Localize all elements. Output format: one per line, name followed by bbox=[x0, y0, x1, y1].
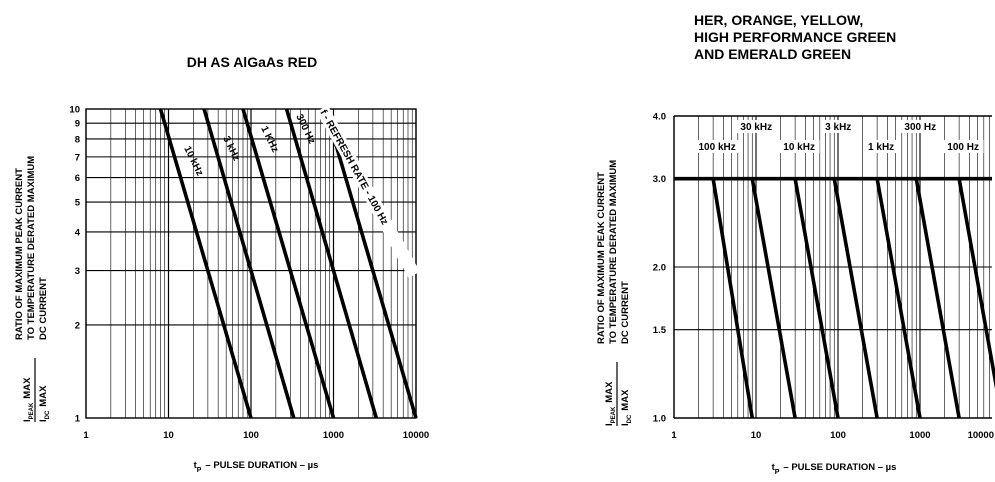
right-curve-label-bg bbox=[863, 140, 899, 153]
right-curve-labels: 100 kHz 30 kHz 10 kHz 3 kHz 1 kHz 300 Hz 100 H… bbox=[693, 120, 984, 153]
left-y-tick-label: 9 bbox=[75, 119, 80, 130]
left-x-ticks: 1 10 100 1000 10000 bbox=[83, 430, 429, 441]
right-curve-label-text: 1 kHz bbox=[868, 142, 894, 153]
left-x-axis-label: tP – PULSE DURATION – µs bbox=[194, 460, 319, 474]
right-x-tick-label: 10 bbox=[751, 430, 762, 441]
right-grid bbox=[673, 115, 992, 419]
left-series-line-0 bbox=[158, 108, 253, 419]
right-x-tick-label: 1000 bbox=[909, 430, 930, 441]
left-y-ticks: 1 2 3 4 5 6 7 8 9 10 bbox=[69, 105, 80, 425]
right-curve-label-0: 100 kHz bbox=[693, 140, 741, 153]
right-curve-label-text: 100 Hz bbox=[947, 142, 979, 153]
left-y-tick-label: 6 bbox=[75, 173, 80, 184]
right-curve-label-text: 100 kHz bbox=[698, 142, 735, 153]
left-y-text-line-1: RATIO OF MAXIMUM PEAK CURRENT bbox=[14, 168, 25, 340]
right-series-line-4 bbox=[875, 178, 922, 419]
right-series-line-2 bbox=[793, 178, 840, 419]
right-curve-label-2: 10 kHz bbox=[778, 140, 820, 153]
right-y-text-line-3: DC CURRENT bbox=[620, 281, 631, 344]
right-chart-title-line-3: AND EMERALD GREEN bbox=[694, 46, 851, 62]
left-x-tick-label: 10000 bbox=[403, 430, 429, 441]
left-y-tick-label: 5 bbox=[75, 198, 81, 209]
left-y-text-line-3: DC CURRENT bbox=[38, 277, 49, 340]
left-curves bbox=[158, 108, 418, 419]
curve-label-refresh-bg bbox=[316, 105, 420, 278]
left-y-tick-label: 4 bbox=[75, 227, 81, 238]
right-y-text-line-1: RATIO OF MAXIMUM PEAK CURRENT bbox=[596, 172, 607, 344]
right-x-axis-label: tP – PULSE DURATION – µs bbox=[772, 462, 897, 476]
left-y-tick-label: 8 bbox=[75, 134, 80, 145]
right-curve-label-text: 10 kHz bbox=[783, 142, 815, 153]
right-chart-title-line-2: HIGH PERFORMANCE GREEN bbox=[694, 29, 896, 45]
right-curve-label-bg bbox=[778, 140, 820, 153]
right-curve-label-bg bbox=[735, 120, 777, 133]
right-curve-label-bg bbox=[693, 140, 741, 153]
right-curve-label-3: 3 kHz bbox=[820, 120, 856, 133]
left-grid bbox=[85, 108, 417, 419]
right-series-line-0 bbox=[711, 178, 755, 419]
left-x-tick-label: 100 bbox=[243, 430, 259, 441]
right-y-frac-bottom: IDCMAX bbox=[620, 389, 633, 426]
right-series-line-1 bbox=[750, 178, 797, 419]
right-curve-label-6: 100 Hz bbox=[942, 140, 984, 153]
right-plot-frame bbox=[673, 115, 992, 419]
right-curve-label-bg bbox=[899, 120, 941, 133]
right-curve-label-text: 300 Hz bbox=[904, 122, 936, 133]
right-curve-label-text: 30 kHz bbox=[740, 122, 772, 133]
left-x-tick-label: 1000 bbox=[323, 430, 344, 441]
right-y-tick-label: 1.0 bbox=[653, 414, 666, 425]
left-y-axis-label: IPEAKMAX IDCMAX RATIO OF MAXIMUM PEAK CU… bbox=[14, 156, 51, 422]
right-y-tick-label: 1.5 bbox=[653, 325, 667, 336]
left-x-tick-label: 1 bbox=[83, 430, 89, 441]
left-y-text-line-2: TO TEMPERATURE DERATED MAXIMUM bbox=[26, 156, 37, 340]
right-x-tick-label: 10000 bbox=[968, 430, 994, 441]
right-curve-label-text: 3 kHz bbox=[825, 122, 851, 133]
left-series-line-3 bbox=[284, 108, 379, 419]
left-series-line-4 bbox=[323, 108, 418, 419]
right-y-ticks: 1.0 1.5 2.0 3.0 4.0 bbox=[653, 112, 667, 425]
right-series-line-3 bbox=[832, 178, 879, 419]
right-y-frac-top: IPEAKMAX bbox=[604, 381, 617, 426]
left-plot-frame bbox=[85, 108, 417, 419]
left-series-line-2 bbox=[241, 108, 336, 419]
left-series-line-1 bbox=[202, 108, 296, 419]
left-y-tick-label: 10 bbox=[69, 105, 80, 116]
right-y-tick-label: 3.0 bbox=[653, 174, 666, 185]
right-y-axis-label: IPEAKMAX IDCMAX RATIO OF MAXIMUM PEAK CU… bbox=[596, 160, 633, 426]
right-curves bbox=[674, 176, 995, 419]
left-y-tick-label: 3 bbox=[75, 266, 80, 277]
right-curve-label-1: 30 kHz bbox=[735, 120, 777, 133]
left-x-tick-label: 10 bbox=[163, 430, 174, 441]
left-y-tick-label: 7 bbox=[75, 152, 80, 163]
right-y-tick-label: 2.0 bbox=[653, 263, 666, 274]
right-y-text-line-2: TO TEMPERATURE DERATED MAXIMUM bbox=[608, 160, 619, 344]
curve-label-10khz: 10 kHz bbox=[181, 144, 205, 177]
left-y-tick-label: 1 bbox=[75, 414, 81, 425]
right-x-tick-label: 100 bbox=[830, 430, 846, 441]
right-chart: HER, ORANGE, YELLOW, HIGH PERFORMANCE GR… bbox=[596, 12, 995, 476]
right-x-ticks: 1 10 100 1000 10000 bbox=[671, 430, 994, 441]
right-curve-label-4: 1 kHz bbox=[863, 140, 899, 153]
left-y-tick-label: 2 bbox=[75, 320, 80, 331]
right-x-tick-label: 1 bbox=[671, 430, 677, 441]
right-series-line-5 bbox=[914, 178, 961, 419]
right-curve-label-bg bbox=[942, 140, 984, 153]
right-curve-label-5: 300 Hz bbox=[899, 120, 941, 133]
right-curve-label-bg bbox=[820, 120, 856, 133]
left-y-frac-top: IPEAKMAX bbox=[22, 377, 35, 422]
right-y-tick-label: 4.0 bbox=[653, 112, 666, 123]
left-y-frac-bottom: IDCMAX bbox=[38, 385, 51, 422]
right-chart-title-line-1: HER, ORANGE, YELLOW, bbox=[694, 12, 863, 28]
left-chart-title: DH AS AlGaAs RED bbox=[187, 54, 317, 70]
